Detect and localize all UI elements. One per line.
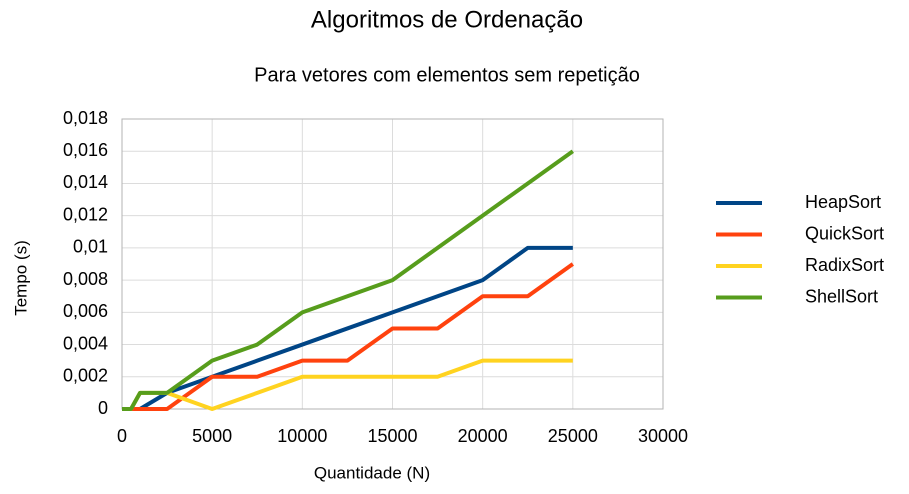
legend-label: ShellSort bbox=[805, 286, 878, 306]
series-line bbox=[122, 245, 573, 411]
y-tick-label: 0,01 bbox=[73, 237, 108, 257]
y-tick-label: 0,008 bbox=[63, 269, 108, 289]
y-tick-label: 0,014 bbox=[63, 172, 108, 192]
y-tick-label: 0,002 bbox=[63, 366, 108, 386]
y-axis-label: Tempo (s) bbox=[11, 240, 30, 316]
y-tick-label: 0,006 bbox=[63, 301, 108, 321]
x-tick-label: 30000 bbox=[638, 426, 688, 446]
y-tick-label: 0,012 bbox=[63, 204, 108, 224]
plot-border bbox=[121, 118, 664, 410]
y-tick-label: 0 bbox=[98, 398, 108, 418]
y-tick-label: 0,004 bbox=[63, 333, 108, 353]
legend-label: RadixSort bbox=[805, 255, 884, 275]
chart-title: Algoritmos de Ordenação bbox=[311, 6, 583, 33]
x-tick-label: 25000 bbox=[548, 426, 598, 446]
legend-label: QuickSort bbox=[805, 223, 884, 243]
x-tick-label: 15000 bbox=[367, 426, 417, 446]
x-tick-label: 10000 bbox=[277, 426, 327, 446]
series-line bbox=[122, 149, 574, 411]
series-line bbox=[122, 262, 574, 411]
y-tick-label: 0,018 bbox=[63, 108, 108, 128]
x-axis-label: Quantidade (N) bbox=[314, 463, 430, 482]
x-tick-label: 20000 bbox=[458, 426, 508, 446]
chart-subtitle: Para vetores com elementos sem repetição bbox=[254, 64, 640, 86]
y-tick-label: 0,016 bbox=[63, 140, 108, 160]
x-tick-label: 0 bbox=[117, 426, 127, 446]
legend-label: HeapSort bbox=[805, 192, 881, 212]
x-tick-label: 5000 bbox=[192, 426, 232, 446]
